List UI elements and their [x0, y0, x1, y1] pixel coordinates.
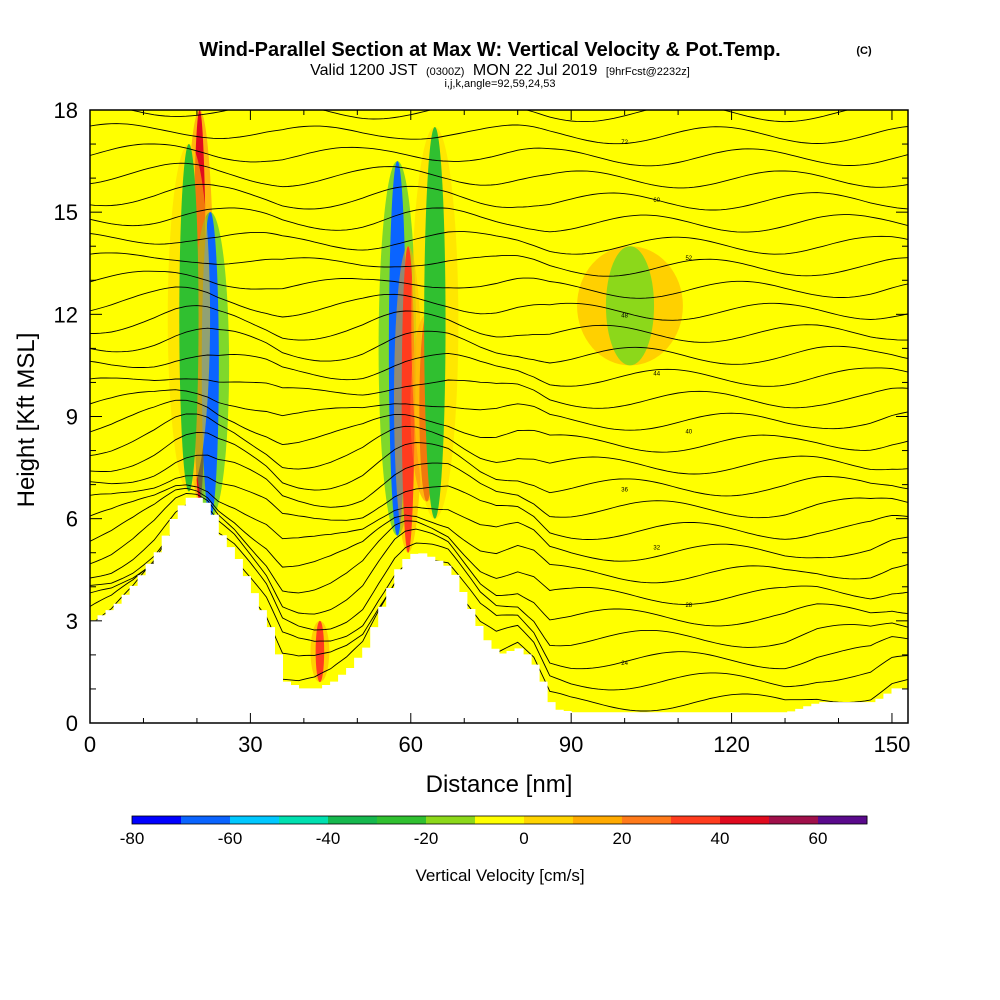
valid-prefix: Valid 1200 JST — [310, 62, 418, 79]
colorbar-tick-label-3: -20 — [414, 829, 439, 848]
theta-contour-11 — [90, 413, 908, 475]
colorbar-tick-label-6: 40 — [711, 829, 730, 848]
colorbar-label: Vertical Velocity [cm/s] — [415, 866, 584, 885]
colorbar-tick-label-4: 0 — [519, 829, 528, 848]
theta-contour-23 — [90, 183, 908, 211]
copyright-mark: (C) — [856, 45, 872, 57]
contour-label-6: 36 — [621, 487, 628, 493]
y-tick-label-5: 15 — [54, 200, 78, 225]
theta-contour-26 — [90, 123, 908, 145]
x-tick-label-0: 0 — [84, 732, 96, 757]
theta-contour-8 — [90, 474, 908, 540]
colorbar-tick-label-2: -40 — [316, 829, 341, 848]
colorbar-segment-11 — [671, 816, 721, 824]
x-tick-label-3: 90 — [559, 732, 583, 757]
colorbar-segment-3 — [279, 816, 329, 824]
terrain-mask — [90, 497, 908, 723]
valid-utc: (0300Z) — [426, 66, 465, 78]
x-axis-label: Distance [nm] — [426, 771, 573, 798]
theta-contour-14 — [90, 377, 908, 409]
colorbar-segment-6 — [426, 816, 476, 824]
x-tick-label-1: 30 — [238, 732, 262, 757]
chart-title: Wind-Parallel Section at Max W: Vertical… — [199, 39, 780, 61]
theta-contour-22 — [90, 207, 908, 233]
y-tick-label-6: 18 — [54, 98, 78, 123]
colorbar-segment-9 — [573, 816, 623, 824]
colorbar-segment-10 — [622, 816, 672, 824]
theta-contour-6 — [90, 487, 908, 584]
theta-contour-19 — [90, 270, 908, 299]
theta-contour-18 — [90, 286, 908, 321]
contour-label-0: 72 — [621, 140, 628, 146]
y-axis-label: Height [Kft MSL] — [13, 333, 40, 508]
theta-contour-9 — [90, 454, 908, 519]
theta-contour-10 — [90, 431, 908, 497]
colorbar-segment-8 — [524, 816, 574, 824]
colorbar-tick-label-1: -60 — [218, 829, 243, 848]
y-tick-label-3: 9 — [66, 405, 78, 430]
velocity-core-6 — [424, 127, 446, 519]
y-tick-label-0: 0 — [66, 711, 78, 736]
contour-label-2: 52 — [685, 256, 692, 262]
colorbar-segment-7 — [475, 816, 525, 824]
forecast-info: [9hrFcst@2232z] — [606, 66, 690, 78]
x-tick-label-2: 60 — [399, 732, 423, 757]
theta-contour-20 — [90, 252, 908, 277]
grid-indices: i,j,k,angle=92,59,24,53 — [444, 78, 555, 90]
theta-contour-7 — [90, 484, 908, 562]
contour-label-3: 48 — [621, 314, 628, 320]
colorbar-segment-0 — [132, 816, 182, 824]
colorbar-tick-label-7: 60 — [809, 829, 828, 848]
colorbar-segment-13 — [769, 816, 819, 824]
theta-contour-21 — [90, 231, 908, 255]
vertical-velocity-field — [167, 110, 683, 683]
theta-contour-4 — [90, 502, 908, 627]
contour-label-4: 44 — [653, 372, 660, 378]
contour-label-9: 24 — [621, 661, 628, 667]
x-tick-label-4: 120 — [713, 732, 750, 757]
contour-label-1: 60 — [653, 198, 660, 204]
plot-area: 72 60 52 48 44 40 36 32 28 24 — [90, 110, 908, 723]
colorbar-tick-label-0: -80 — [120, 829, 145, 848]
colorbar-segment-14 — [818, 816, 868, 824]
colorbar-segment-12 — [720, 816, 770, 824]
colorbar-segment-4 — [328, 816, 378, 824]
y-tick-label-4: 12 — [54, 302, 78, 327]
theta-contour-15 — [90, 352, 908, 387]
theta-contour-16 — [90, 327, 908, 365]
colorbar-segment-5 — [377, 816, 427, 824]
theta-contour-25 — [90, 143, 908, 167]
colorbar: -80 -60 -40 -20 0 20 40 60 — [120, 815, 868, 848]
theta-contour-13 — [90, 389, 908, 431]
colorbar-tick-label-5: 20 — [613, 829, 632, 848]
x-tick-label-5: 150 — [874, 732, 911, 757]
y-tick-label-1: 3 — [66, 609, 78, 634]
valid-time-line: Valid 1200 JST (0300Z) MON 22 Jul 2019 [… — [310, 62, 690, 79]
theta-contour-17 — [90, 305, 908, 343]
colorbar-frame — [131, 815, 868, 825]
contour-label-7: 32 — [653, 545, 660, 551]
contour-label-5: 40 — [685, 430, 692, 436]
colorbar-segment-1 — [181, 816, 231, 824]
velocity-core-8 — [315, 620, 325, 683]
theta-contour-24 — [90, 162, 908, 189]
colorbar-segment-2 — [230, 816, 280, 824]
theta-contour-5 — [90, 493, 908, 605]
contour-label-8: 28 — [685, 603, 692, 609]
valid-date: MON 22 Jul 2019 — [473, 62, 598, 79]
velocity-core-2 — [179, 144, 199, 492]
y-tick-label-2: 6 — [66, 507, 78, 532]
theta-contour-12 — [90, 399, 908, 453]
